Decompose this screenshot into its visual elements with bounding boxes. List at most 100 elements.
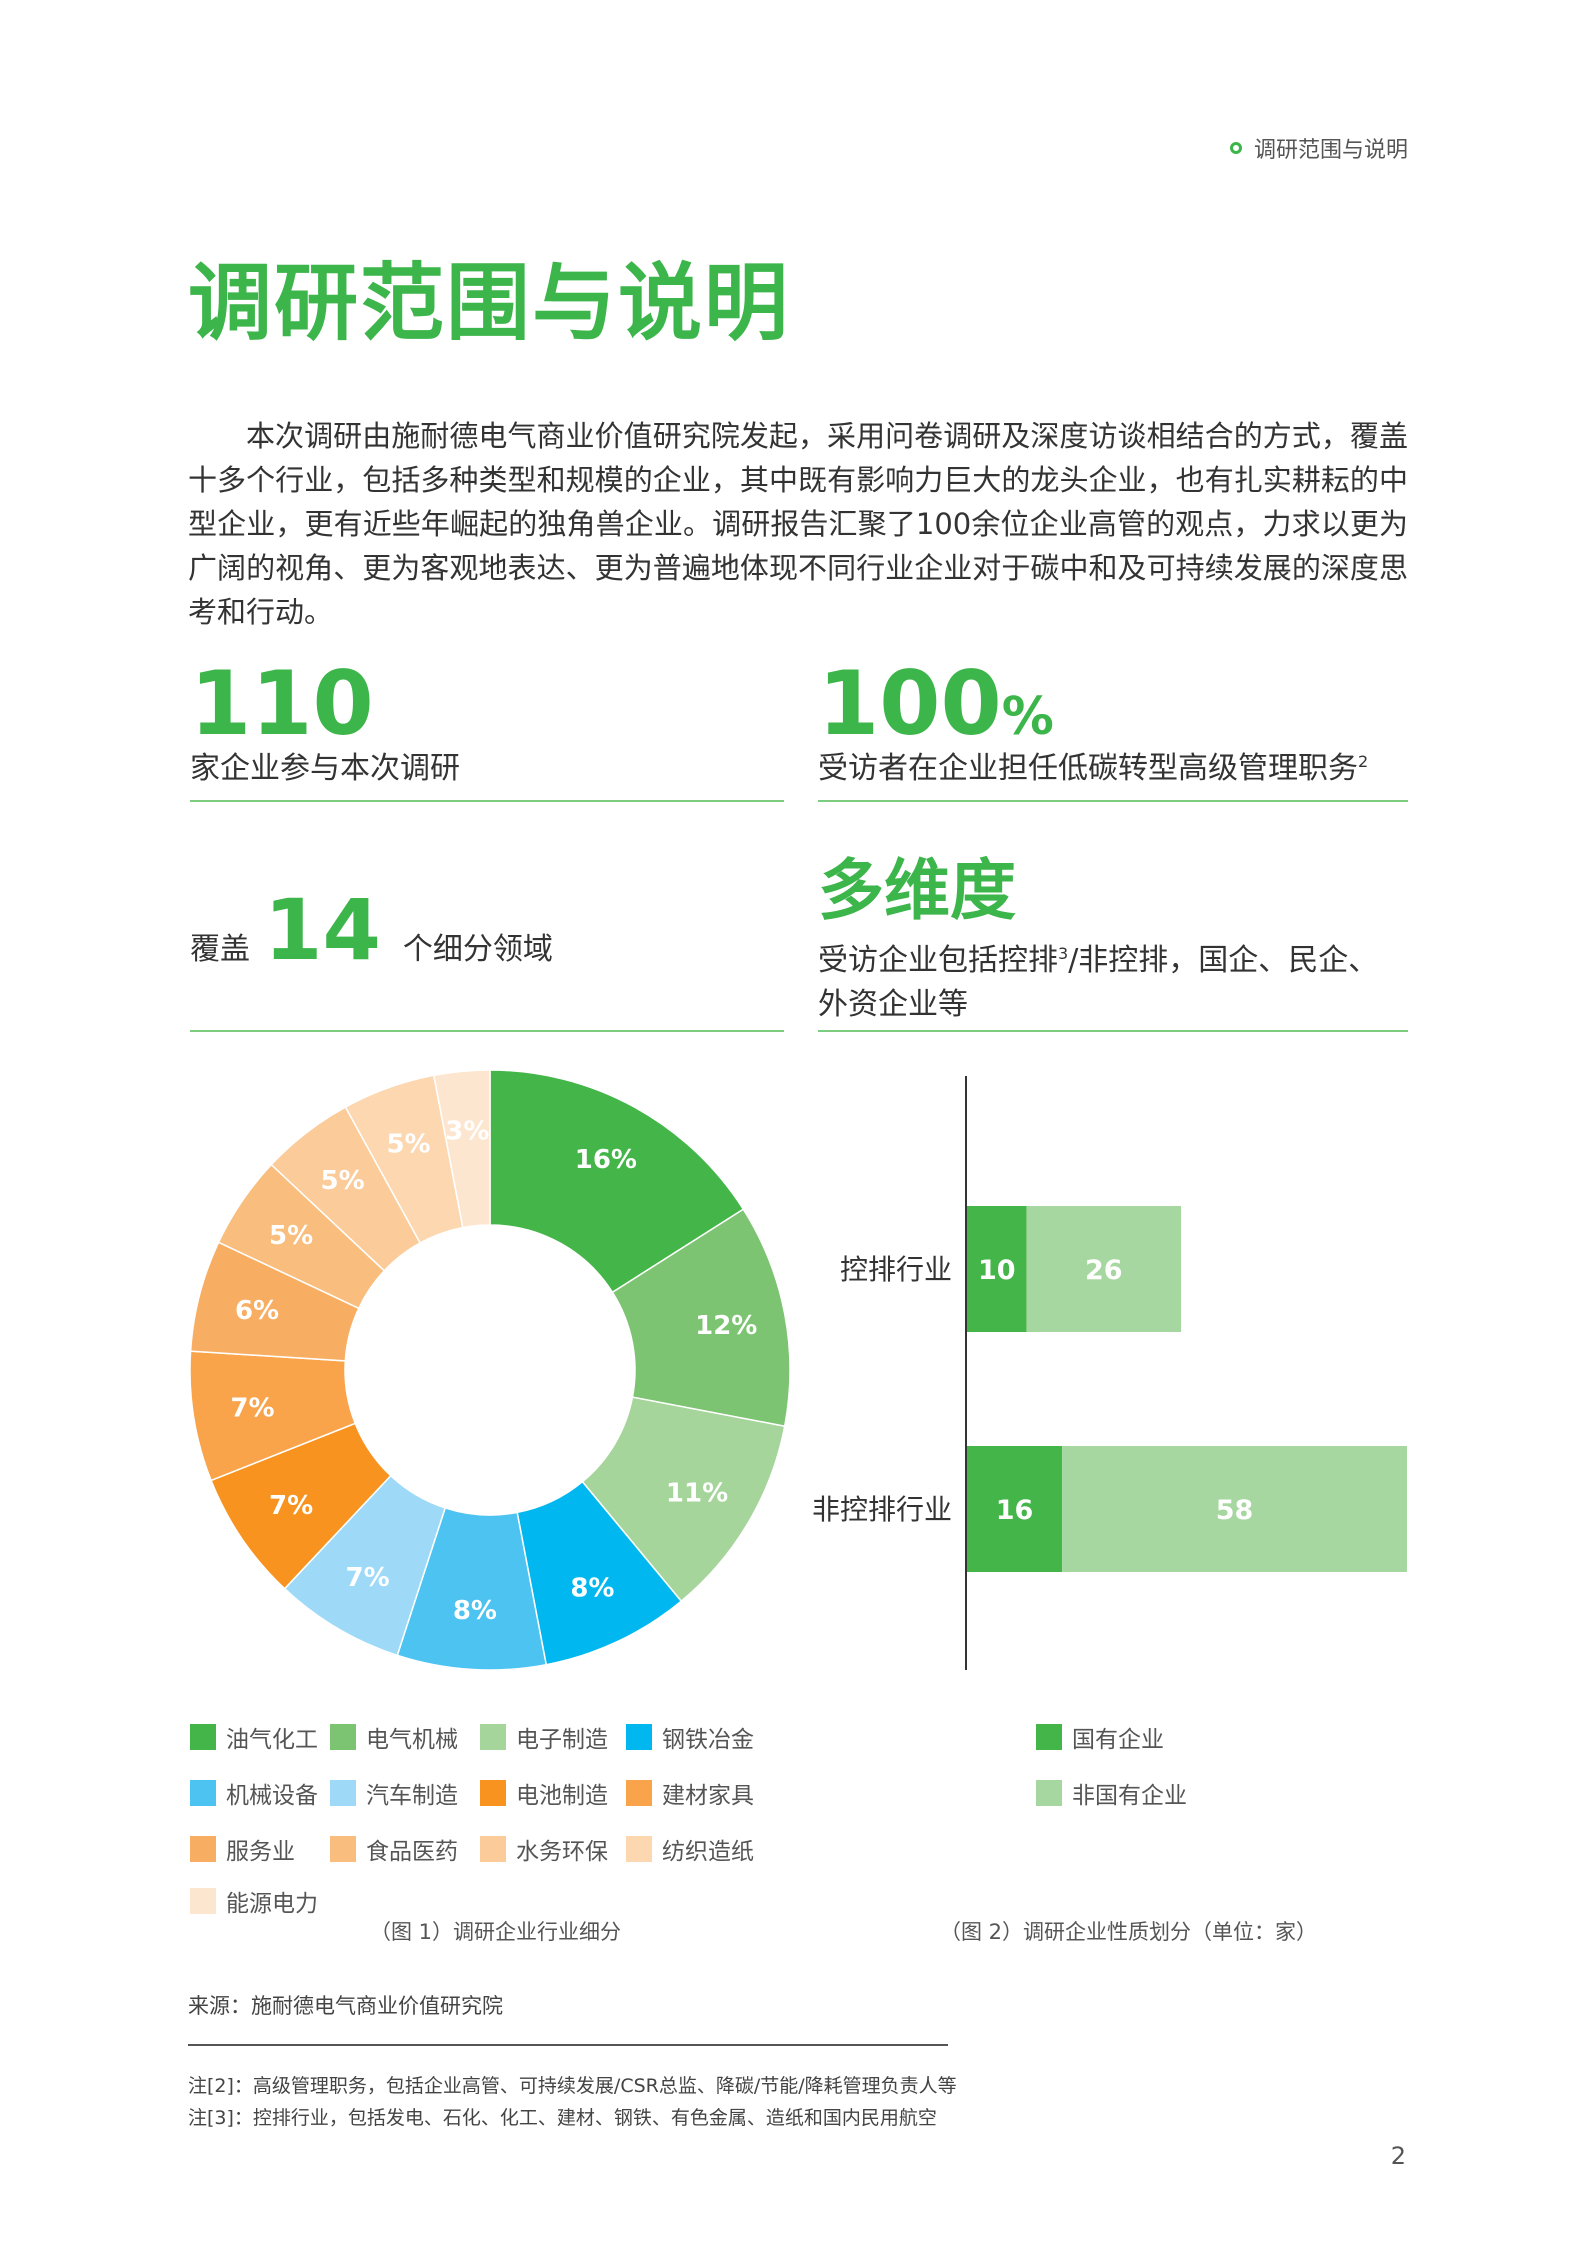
donut-slice-label: 7% (230, 1394, 274, 1424)
footnote-divider (188, 2044, 948, 2046)
legend-swatch (626, 1836, 652, 1862)
donut-slice (432, 1069, 491, 1229)
ownership-bar-chart: 控排行业 10 26 非控排行业 16 58 (812, 1076, 1407, 1670)
legend-swatch (330, 1780, 356, 1806)
donut-slice-label: 16% (575, 1145, 637, 1175)
legend-item: 电子制造 (480, 1720, 608, 1754)
industry-donut-chart: 16% 12% 11% 8% 8% 7% 7% 7% 6% 5% 5% 5% 3% (189, 1069, 791, 1671)
legend-swatch (330, 1836, 356, 1862)
donut-slice-label: 3% (445, 1117, 489, 1147)
bar-segment (1026, 1206, 1182, 1332)
donut-slice-label: 5% (269, 1221, 313, 1251)
stat-dimensions-value: 多维度 (818, 852, 1016, 929)
page-title: 调研范围与说明 (188, 254, 791, 352)
stat-sectors-prefix: 覆盖 (190, 932, 250, 967)
legend-item: 纺织造纸 (626, 1832, 754, 1866)
legend-swatch (330, 1724, 356, 1750)
stat-executives: 100% (818, 660, 1054, 748)
stat-executives-label: 受访者在企业担任低碳转型高级管理职务 (818, 751, 1358, 786)
legend-label: 电气机械 (366, 1727, 458, 1753)
legend-item-state-owned: 国有企业 (1036, 1720, 1164, 1754)
stat-executives-value: 100 (818, 652, 1002, 755)
legend-item-non-state: 非国有企业 (1036, 1776, 1187, 1810)
donut-slice-label: 5% (321, 1166, 365, 1196)
donut-slice-label: 8% (570, 1574, 614, 1604)
page-number: 2 (1390, 2142, 1406, 2170)
legend-item: 钢铁冶金 (626, 1720, 754, 1754)
bar-category-label: 控排行业 (840, 1253, 952, 1286)
figure-2-caption: （图 2）调研企业性质划分（单位：家） (940, 1920, 1318, 1944)
stat-executives-text: 受访者在企业担任低碳转型高级管理职务2 (818, 743, 1368, 787)
legend-item: 油气化工 (190, 1720, 318, 1754)
stat-sectors: 覆盖 14 个细分领域 (190, 888, 553, 972)
donut-slice-label: 6% (235, 1296, 279, 1326)
footnote-ref-3: 3 (1058, 944, 1069, 963)
legend-swatch (190, 1780, 216, 1806)
bar-segment (967, 1446, 1063, 1572)
legend-label: 汽车制造 (366, 1783, 458, 1809)
donut-slice-label: 7% (269, 1491, 313, 1521)
donut-slice-label: 7% (345, 1563, 389, 1593)
bar-segment (967, 1206, 1027, 1332)
donut-slice (489, 1069, 745, 1294)
legend-item: 能源电力 (190, 1884, 318, 1918)
footnote-ref-2: 2 (1358, 752, 1369, 771)
legend-label: 食品医药 (366, 1839, 458, 1865)
legend-swatch (190, 1836, 216, 1862)
bar-category-label: 非控排行业 (812, 1493, 952, 1526)
legend-swatch (1036, 1780, 1062, 1806)
legend-swatch (480, 1836, 506, 1862)
legend-item: 电池制造 (480, 1776, 608, 1810)
donut-slice (611, 1208, 791, 1428)
footnote-3: 注[3]：控排行业，包括发电、石化、化工、建材、钢铁、有色金属、造纸和国内民用航… (188, 2107, 937, 2129)
legend-label: 国有企业 (1072, 1727, 1164, 1753)
legend-label: 钢铁冶金 (662, 1727, 754, 1753)
stat-companies-value: 110 (190, 652, 374, 755)
stat-divider (818, 800, 1408, 802)
legend-item: 电气机械 (330, 1720, 458, 1754)
stat-divider (818, 1030, 1408, 1032)
legend-label: 能源电力 (226, 1891, 318, 1917)
section-tag: 调研范围与说明 (1229, 132, 1408, 164)
bar-value-label: 58 (1216, 1495, 1254, 1526)
donut-slice-label: 8% (453, 1596, 497, 1626)
source-note: 来源：施耐德电气商业价值研究院 (188, 1994, 503, 2018)
bar-value-label: 10 (978, 1255, 1016, 1286)
legend-label: 水务环保 (516, 1839, 608, 1865)
stat-sectors-suffix: 个细分领域 (402, 932, 553, 967)
legend-swatch (190, 1724, 216, 1750)
legend-label: 服务业 (226, 1839, 295, 1865)
stat-dimensions-text: 受访企业包括控排3/非控排，国企、民企、外资企业等 (818, 932, 1408, 1027)
legend-item: 水务环保 (480, 1832, 608, 1866)
stat-dimensions-label-b: /非控排，国企、民企、外资企业等 (818, 943, 1379, 1022)
legend-item: 食品医药 (330, 1832, 458, 1866)
legend-item: 机械设备 (190, 1776, 318, 1810)
legend-item: 建材家具 (626, 1776, 754, 1810)
section-tag-label: 调研范围与说明 (1253, 138, 1408, 163)
stat-executives-unit: % (1001, 687, 1054, 747)
legend-item: 汽车制造 (330, 1776, 458, 1810)
legend-label: 纺织造纸 (662, 1839, 754, 1865)
donut-slice (581, 1396, 786, 1603)
legend-swatch (480, 1724, 506, 1750)
legend-label: 电子制造 (516, 1727, 608, 1753)
intro-paragraph: 本次调研由施耐德电气商业价值研究院发起，采用问卷调研及深度访谈相结合的方式，覆盖… (188, 419, 1408, 629)
legend-label: 油气化工 (226, 1727, 318, 1753)
stat-divider (190, 800, 784, 802)
donut-slice-label: 11% (666, 1478, 728, 1508)
stat-dimensions-label-a: 受访企业包括控排 (818, 943, 1058, 978)
bar-segment (1062, 1446, 1407, 1572)
stat-companies-text: 家企业参与本次调研 (190, 751, 460, 786)
legend-swatch (190, 1888, 216, 1914)
legend-label: 电池制造 (516, 1783, 608, 1809)
stat-divider (190, 1030, 784, 1032)
figure-1-caption: （图 1）调研企业行业细分 (370, 1920, 622, 1944)
legend-label: 非国有企业 (1072, 1783, 1187, 1809)
footnote-2: 注[2]：高级管理职务，包括企业高管、可持续发展/CSR总监、降碳/节能/降耗管… (188, 2075, 957, 2097)
stat-sectors-value: 14 (264, 881, 381, 979)
bar-value-label: 26 (1085, 1255, 1123, 1286)
legend-swatch (626, 1724, 652, 1750)
circle-bullet-icon (1229, 142, 1242, 154)
bar-value-label: 16 (996, 1495, 1034, 1526)
legend-label: 建材家具 (662, 1783, 754, 1809)
